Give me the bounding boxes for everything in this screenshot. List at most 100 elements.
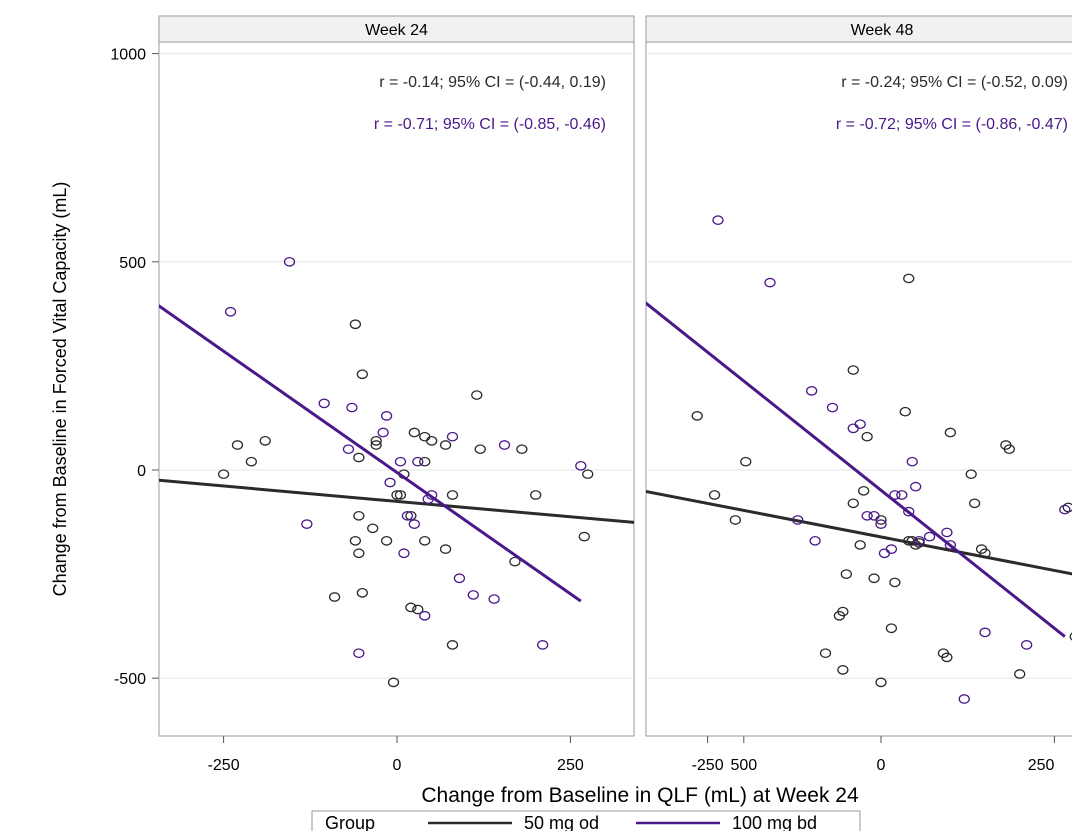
plot-frame: [645, 41, 1072, 737]
correlation-annotation-100mg: r = -0.71; 95% CI = (-0.85, -0.46): [374, 116, 606, 133]
data-point-50mg: [944, 427, 957, 438]
data-point-50mg: [370, 440, 382, 450]
data-point-100mg: [885, 544, 898, 554]
data-point-100mg: [537, 640, 549, 650]
data-point-100mg: [384, 477, 396, 488]
data-point-50mg: [353, 452, 365, 463]
data-point-50mg: [419, 456, 431, 467]
data-point-50mg: [875, 677, 887, 688]
data-point-100mg: [446, 431, 459, 442]
data-point-50mg: [439, 440, 452, 450]
data-point-100mg: [346, 402, 358, 413]
data-point-50mg: [367, 523, 379, 534]
data-point-50mg: [353, 510, 365, 521]
x-tick-label: 0: [877, 757, 886, 774]
x-axis-label: Change from Baseline in QLF (mL) at Week…: [421, 784, 859, 807]
data-point-50mg: [474, 444, 486, 455]
data-point-100mg: [764, 277, 776, 288]
regression-line-50mg: [646, 489, 1072, 576]
regression-line-50mg: [159, 478, 634, 524]
x-axis-ticks: -250 0 250 500: [208, 736, 757, 774]
correlation-annotation-50mg: r = -0.24; 95% CI = (-0.52, 0.09): [841, 74, 1068, 91]
data-point-50mg: [394, 490, 407, 500]
x-tick-label: 250: [1028, 757, 1055, 774]
correlation-annotation-50mg: r = -0.14; 95% CI = (-0.44, 0.19): [379, 74, 606, 91]
data-point-50mg: [408, 427, 420, 438]
data-point-100mg: [712, 215, 724, 226]
data-point-50mg: [231, 440, 244, 450]
data-point-50mg: [245, 456, 257, 467]
regression-line-100mg: [159, 304, 582, 603]
correlation-annotation-100mg: r = -0.72; 95% CI = (-0.86, -0.47): [836, 116, 1068, 133]
data-point-50mg: [729, 515, 741, 525]
panel-title: Week 48: [851, 22, 914, 39]
data-point-50mg: [968, 498, 981, 509]
data-point-50mg: [847, 365, 859, 375]
x-tick-label: -250: [208, 757, 240, 774]
data-point-100mg: [380, 411, 393, 421]
data-point-50mg: [868, 573, 880, 584]
data-point-100mg: [944, 540, 957, 550]
data-point-100mg: [498, 440, 511, 450]
data-point-50mg: [708, 490, 721, 500]
gridlines: [159, 53, 634, 679]
data-point-100mg: [377, 427, 389, 438]
data-point-50mg: [1003, 444, 1015, 455]
data-point-50mg: [889, 577, 901, 588]
data-point-50mg: [885, 623, 898, 634]
x-tick-label: -250: [692, 757, 724, 774]
data-point-50mg: [259, 436, 271, 446]
panel-title: Week 24: [365, 22, 428, 39]
data-point-100mg: [941, 527, 953, 538]
data-point-50mg: [578, 531, 590, 542]
data-point-100mg: [453, 573, 466, 584]
data-point-50mg: [965, 469, 977, 480]
gridlines: [646, 53, 1072, 679]
data-point-100mg: [401, 510, 414, 521]
data-point-100mg: [903, 506, 915, 517]
x-tick-label: 250: [557, 757, 584, 774]
y-tick-label: 500: [119, 255, 146, 272]
y-tick-label: 1000: [110, 47, 146, 64]
data-point-50mg: [349, 535, 362, 546]
data-point-50mg: [446, 640, 459, 650]
data-point-100mg: [913, 535, 925, 546]
data-point-50mg: [356, 587, 368, 598]
data-point-50mg: [391, 490, 403, 500]
panel-week-24: Week 24 r = -0.14; 95% CI = (-0.44, 0.19…: [132, 15, 757, 774]
data-point-50mg: [353, 548, 365, 559]
data-point-50mg: [847, 498, 859, 509]
data-point-50mg: [356, 369, 368, 380]
data-point-50mg: [854, 540, 866, 550]
data-point-100mg: [224, 306, 237, 317]
data-point-50mg: [861, 431, 873, 442]
y-axis-label: Change from Baseline in Forced Vital Cap…: [50, 182, 70, 597]
legend-title: Group: [325, 813, 375, 831]
data-point-50mg: [132, 537, 142, 545]
data-point-100mg: [301, 519, 313, 529]
data-point-50mg: [582, 469, 594, 480]
data-point-100mg: [467, 590, 479, 600]
data-point-50mg: [426, 436, 438, 446]
data-point-50mg: [1069, 632, 1072, 641]
data-point-50mg: [740, 456, 752, 467]
data-point-100mg: [889, 490, 901, 500]
data-point-100mg: [958, 694, 970, 704]
data-point-100mg: [575, 460, 587, 471]
data-point-100mg: [488, 594, 500, 604]
data-point-100mg: [910, 481, 922, 492]
data-point-100mg: [809, 535, 821, 546]
legend: Group 50 mg od 100 mg bd: [311, 810, 861, 831]
data-point-50mg: [903, 273, 915, 284]
data-point-50mg: [217, 469, 230, 480]
data-point-100mg: [868, 510, 880, 521]
data-point-100mg: [419, 610, 431, 621]
data-point-100mg: [318, 398, 330, 409]
data-point-100mg: [826, 402, 839, 413]
data-point-100mg: [861, 510, 873, 521]
data-point-100mg: [342, 444, 355, 455]
legend-label-100mg: 100 mg bd: [732, 813, 817, 831]
legend-label-50mg: 50 mg od: [524, 813, 599, 831]
data-point-50mg: [405, 510, 417, 521]
